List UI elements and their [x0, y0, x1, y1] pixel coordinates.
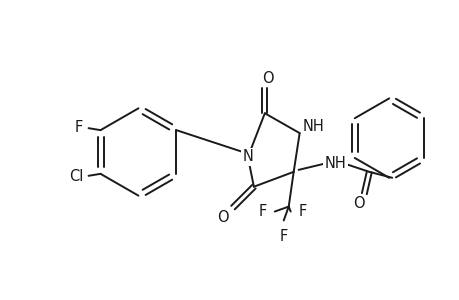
Text: O: O — [217, 210, 228, 225]
Text: F: F — [258, 204, 266, 219]
Text: NH: NH — [324, 156, 346, 171]
Text: Cl: Cl — [69, 169, 84, 184]
Text: NH: NH — [302, 119, 324, 134]
Text: O: O — [353, 196, 364, 211]
Text: F: F — [298, 204, 306, 219]
Text: F: F — [74, 120, 83, 135]
Text: F: F — [279, 229, 287, 244]
Text: O: O — [262, 71, 273, 86]
Text: N: N — [242, 149, 253, 164]
